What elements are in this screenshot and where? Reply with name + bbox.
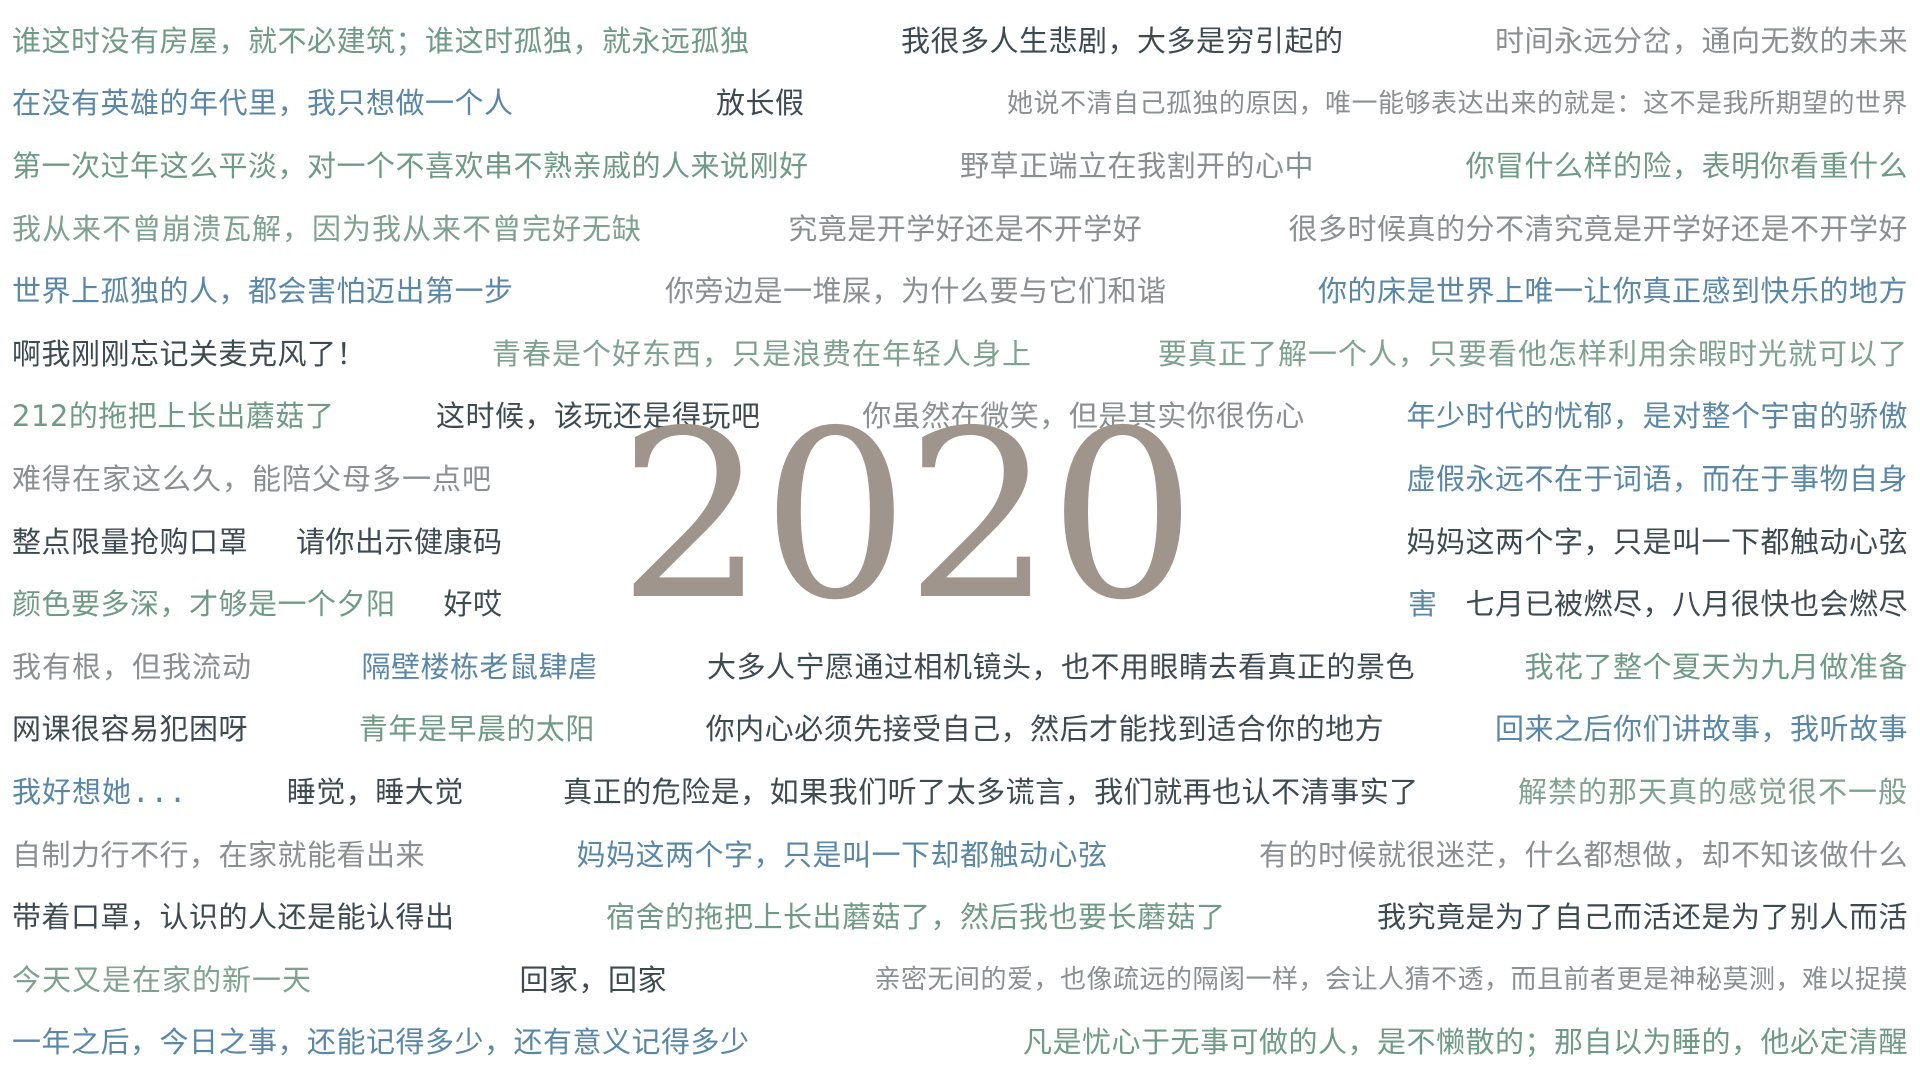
- phrase: 时间永远分岔，通向无数的未来: [1494, 23, 1908, 58]
- phrase: 亲密无间的爱，也像疏远的隔阂一样，会让人猜不透，而且前者更是神秘莫测，难以捉摸: [874, 965, 1908, 996]
- phrase-row: 谁这时没有房屋，就不必建筑；谁这时孤独，就永远孤独 我很多人生悲剧，大多是穷引起…: [12, 10, 1908, 73]
- year-title: 2020: [618, 381, 1196, 651]
- phrase: 我从来不曾崩溃瓦解，因为我从来不曾完好无缺: [12, 211, 643, 246]
- phrase: 有的时候就很迷茫，什么都想做，却不知该做什么: [1258, 837, 1908, 872]
- phrase: 她说不清自己孤独的原因，唯一能够表达出来的就是：这不是我所期望的世界: [1006, 88, 1908, 119]
- phrase: 放长假: [715, 86, 805, 121]
- phrase: 这时候，该玩还是得玩吧: [436, 399, 761, 434]
- phrase-row: 颜色要多深，才够是一个夕阳 好哎 害 七月已被燃尽，八月很快也会燃尽: [12, 573, 1908, 636]
- phrase: 解禁的那天真的感觉很不一般: [1517, 774, 1908, 809]
- phrase: 凡是忧心于无事可做的人，是不懒散的；那自以为睡的，他必定清醒: [1022, 1025, 1908, 1060]
- phrase: 网课很容易犯困呀: [12, 712, 249, 747]
- phrase: 妈妈这两个字，只是叫一下却都触动心弦: [576, 837, 1108, 872]
- phrase-row: 第一次过年这么平淡，对一个不喜欢串不熟亲戚的人来说刚好 野草正端立在我割开的心中…: [12, 135, 1908, 198]
- phrase: 好哎: [443, 587, 503, 622]
- phrase: 害: [1407, 587, 1438, 622]
- phrase: 我究竟是为了自己而活还是为了别人而活: [1376, 900, 1908, 935]
- phrase: 自制力行不行，在家就能看出来: [12, 837, 426, 872]
- phrase: 回家，回家: [519, 962, 667, 997]
- phrase: 我好想她...: [12, 774, 188, 809]
- phrase: 睡觉，睡大觉: [286, 774, 464, 809]
- phrase-row-left: 难得在家这么久，能陪父母多一点吧: [12, 448, 572, 511]
- phrase: 七月已被燃尽，八月很快也会燃尽: [1465, 587, 1908, 622]
- phrase: 年少时代的忧郁，是对整个宇宙的骄傲: [1406, 399, 1908, 434]
- phrase: 究竟是开学好还是不开学好: [788, 211, 1143, 246]
- phrase: 我有根，但我流动: [12, 649, 253, 684]
- phrase-row-right: 虚假永远不在于词语，而在于事物自身: [1328, 448, 1908, 511]
- phrase-row: 212的拖把上长出蘑菇了 这时候，该玩还是得玩吧 你虽然在微笑，但是其实你很伤心…: [12, 386, 1908, 449]
- phrase: 你旁边是一堆屎，为什么要与它们和谐: [664, 274, 1167, 309]
- phrase-row-right: 妈妈这两个字，只是叫一下都触动心弦: [1328, 511, 1908, 574]
- phrase: 难得在家这么久，能陪父母多一点吧: [12, 461, 493, 496]
- phrase-row: 网课很容易犯困呀 青年是早晨的太阳 你内心必须先接受自己，然后才能找到适合你的地…: [12, 699, 1908, 762]
- phrase-row: 难得在家这么久，能陪父母多一点吧 虚假永远不在于词语，而在于事物自身: [12, 448, 1908, 511]
- phrase: 谁这时没有房屋，就不必建筑；谁这时孤独，就永远孤独: [12, 23, 750, 58]
- phrase: 隔壁楼栋老鼠肆虐: [361, 649, 598, 684]
- phrase: 你的床是世界上唯一让你真正感到快乐的地方: [1317, 274, 1908, 309]
- phrase: 颜色要多深，才够是一个夕阳: [12, 587, 396, 622]
- phrase-row: 在没有英雄的年代里，我只想做一个人 放长假 她说不清自己孤独的原因，唯一能够表达…: [12, 73, 1908, 136]
- phrase-row: 带着口罩，认识的人还是能认得出 宿舍的拖把上长出蘑菇了，然后我也要长蘑菇了 我究…: [12, 886, 1908, 949]
- phrase: 我很多人生悲剧，大多是穷引起的: [900, 23, 1344, 58]
- phrase: 第一次过年这么平淡，对一个不喜欢串不熟亲戚的人来说刚好: [12, 148, 809, 183]
- phrase-row: 我有根，但我流动 隔壁楼栋老鼠肆虐 大多人宁愿通过相机镜头，也不用眼睛去看真正的…: [12, 636, 1908, 699]
- phrase-row: 我好想她... 睡觉，睡大觉 真正的危险是，如果我们听了太多谎言，我们就再也认不…: [12, 761, 1908, 824]
- phrase: 野草正端立在我割开的心中: [959, 148, 1314, 183]
- phrase: 带着口罩，认识的人还是能认得出: [12, 900, 455, 935]
- phrase: 你内心必须先接受自己，然后才能找到适合你的地方: [705, 712, 1385, 747]
- phrase: 整点限量抢购口罩: [12, 524, 249, 559]
- phrase: 要真正了解一个人，只要看他怎样利用余暇时光就可以了: [1157, 336, 1908, 371]
- phrase: 宿舍的拖把上长出蘑菇了，然后我也要长蘑菇了: [605, 900, 1226, 935]
- phrase: 青年是早晨的太阳: [358, 712, 595, 747]
- phrase: 啊我刚刚忘记关麦克风了！: [12, 336, 367, 371]
- phrase: 很多时候真的分不清究竟是开学好还是不开学好: [1288, 211, 1908, 246]
- phrase: 请你出示健康码: [296, 524, 503, 559]
- phrase: 在没有英雄的年代里，我只想做一个人: [12, 86, 514, 121]
- phrase-row-left: 整点限量抢购口罩 请你出示健康码: [12, 511, 572, 574]
- phrase: 大多人宁愿通过相机镜头，也不用眼睛去看真正的景色: [706, 649, 1415, 684]
- phrase: 虚假永远不在于词语，而在于事物自身: [1406, 461, 1908, 496]
- phrase: 青春是个好东西，只是浪费在年轻人身上: [491, 336, 1032, 371]
- phrase: 212的拖把上长出蘑菇了: [12, 399, 335, 434]
- phrase: 今天又是在家的新一天: [12, 962, 313, 997]
- phrase: 世界上孤独的人，都会害怕迈出第一步: [12, 274, 514, 309]
- phrase-row: 一年之后，今日之事，还能记得多少，还有意义记得多少 凡是忧心于无事可做的人，是不…: [12, 1012, 1908, 1075]
- phrase: 回来之后你们讲故事，我听故事: [1494, 712, 1908, 747]
- phrase: 妈妈这两个字，只是叫一下都触动心弦: [1406, 524, 1908, 559]
- phrase-row: 我从来不曾崩溃瓦解，因为我从来不曾完好无缺 究竟是开学好还是不开学好 很多时候真…: [12, 198, 1908, 261]
- phrase-row: 世界上孤独的人，都会害怕迈出第一步 你旁边是一堆屎，为什么要与它们和谐 你的床是…: [12, 260, 1908, 323]
- phrase-row-right: 害 七月已被燃尽，八月很快也会燃尽: [1328, 573, 1908, 636]
- phrase: 你虽然在微笑，但是其实你很伤心: [862, 399, 1305, 434]
- phrase-row: 今天又是在家的新一天 回家，回家 亲密无间的爱，也像疏远的隔阂一样，会让人猜不透…: [12, 949, 1908, 1012]
- phrase-row: 啊我刚刚忘记关麦克风了！ 青春是个好东西，只是浪费在年轻人身上 要真正了解一个人…: [12, 323, 1908, 386]
- phrase-row-left: 颜色要多深，才够是一个夕阳 好哎: [12, 573, 572, 636]
- phrase: 一年之后，今日之事，还能记得多少，还有意义记得多少: [12, 1025, 750, 1060]
- phrase-row: 自制力行不行，在家就能看出来 妈妈这两个字，只是叫一下却都触动心弦 有的时候就很…: [12, 824, 1908, 887]
- phrase: 我花了整个夏天为九月做准备: [1524, 649, 1908, 684]
- phrase: 你冒什么样的险，表明你看重什么: [1465, 148, 1908, 183]
- phrase: 真正的危险是，如果我们听了太多谎言，我们就再也认不清事实了: [563, 774, 1419, 809]
- phrase-row: 整点限量抢购口罩 请你出示健康码 妈妈这两个字，只是叫一下都触动心弦: [12, 511, 1908, 574]
